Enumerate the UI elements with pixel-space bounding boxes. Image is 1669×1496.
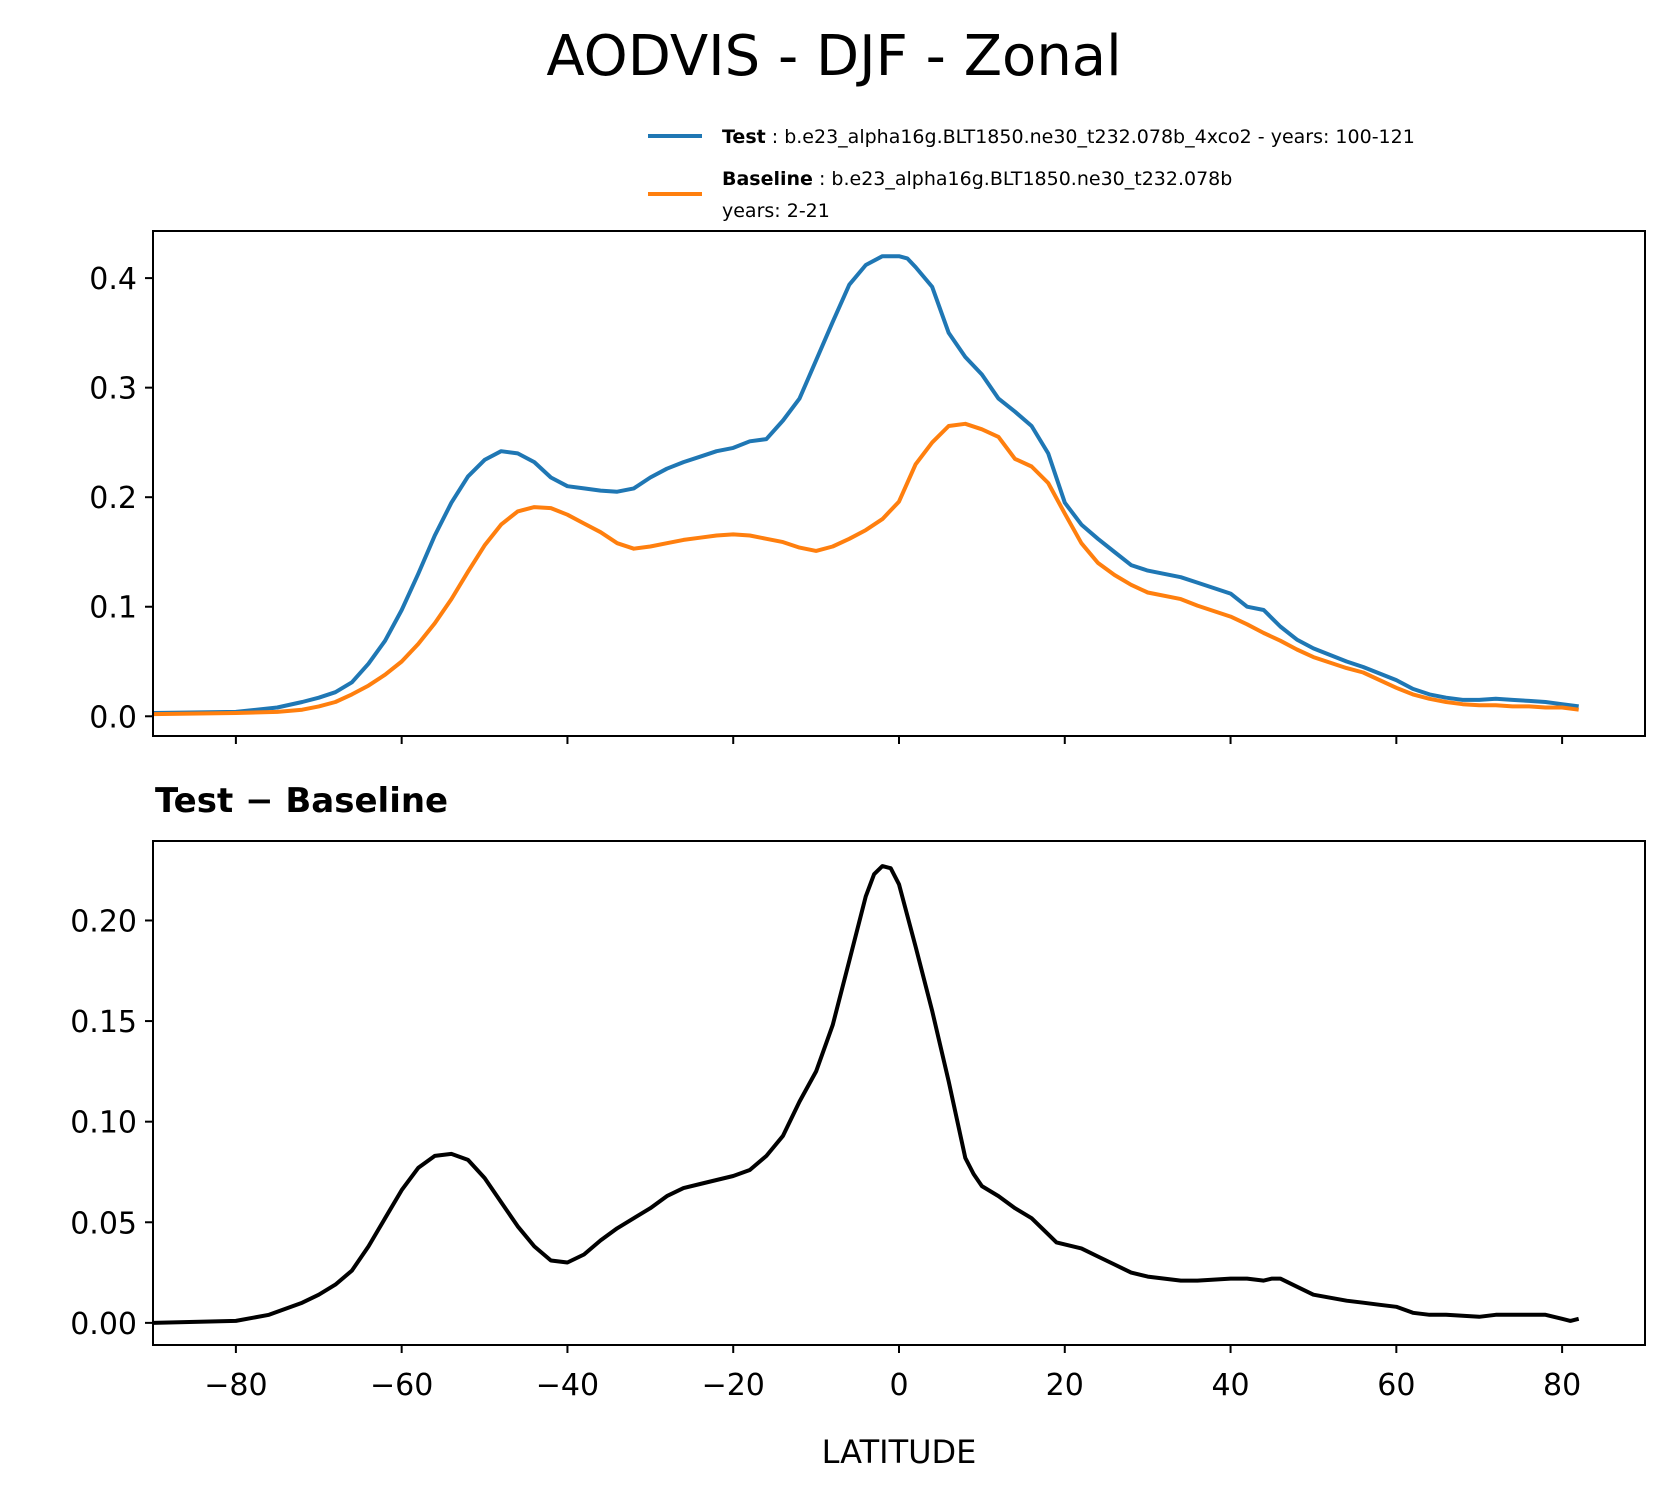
- top-y-tick-label: 0.2: [89, 481, 137, 516]
- bottom-x-tick-label: 40: [1211, 1368, 1249, 1403]
- bottom-x-tick-label: −60: [370, 1368, 433, 1403]
- bottom-x-tick-label: −20: [702, 1368, 765, 1403]
- bottom-y-tick-label: 0.20: [70, 904, 137, 939]
- bottom-y-tick-label: 0.15: [70, 1005, 137, 1040]
- bottom-plot-frame: [152, 840, 1646, 1346]
- legend-test-entry: Test : b.e23_alpha16g.BLT1850.ne30_t232.…: [722, 126, 1415, 148]
- top-y-tick-label: 0.4: [89, 262, 137, 297]
- top-y-tick-label: 0.1: [89, 591, 137, 626]
- bottom-x-axis: −80 −60 −40 −20 0 20 40 60 80: [204, 1345, 1581, 1403]
- bottom-y-tick-label: 0.10: [70, 1106, 137, 1141]
- top-series-baseline-line: [152, 421, 1579, 717]
- top-plot-frame: [152, 230, 1646, 737]
- difference-panel-title: Test − Baseline: [155, 781, 448, 821]
- bottom-plot-lines: [152, 864, 1580, 1325]
- bottom-x-tick-label: −80: [204, 1368, 267, 1403]
- figure-title: AODVIS - DJF - Zonal: [546, 24, 1121, 89]
- bottom-panel: 0.00 0.05 0.10 0.15 0.20 −80 −60 −40 −20 0 20 40 60…: [70, 840, 1646, 1403]
- top-series-test-line: [152, 254, 1579, 715]
- bottom-x-tick-label: −40: [536, 1368, 599, 1403]
- legend-baseline-years: years: 2-21: [722, 200, 830, 222]
- bottom-y-tick-label: 0.05: [70, 1206, 137, 1241]
- bottom-x-tick-label: 20: [1046, 1368, 1084, 1403]
- x-axis-label: LATITUDE: [822, 1433, 977, 1471]
- bottom-x-tick-label: 60: [1377, 1368, 1415, 1403]
- bottom-y-axis: 0.00 0.05 0.10 0.15 0.20: [70, 904, 153, 1342]
- bottom-series-test-baseline-line: [152, 864, 1580, 1325]
- top-y-tick-label: 0.3: [89, 372, 137, 407]
- legend: Test : b.e23_alpha16g.BLT1850.ne30_t232.…: [648, 126, 1415, 222]
- top-y-tick-label: 0.0: [89, 700, 137, 735]
- legend-baseline-entry: Baseline : b.e23_alpha16g.BLT1850.ne30_t…: [722, 168, 1232, 190]
- bottom-x-tick-label: 80: [1543, 1368, 1581, 1403]
- bottom-y-tick-label: 0.00: [70, 1307, 137, 1342]
- bottom-x-tick-label: 0: [889, 1368, 908, 1403]
- top-plot-lines: [152, 254, 1579, 717]
- top-x-axis: [234, 736, 1564, 744]
- top-y-axis: 0.0 0.1 0.2 0.3 0.4: [89, 262, 153, 735]
- top-panel: 0.0 0.1 0.2 0.3 0.4: [89, 230, 1646, 744]
